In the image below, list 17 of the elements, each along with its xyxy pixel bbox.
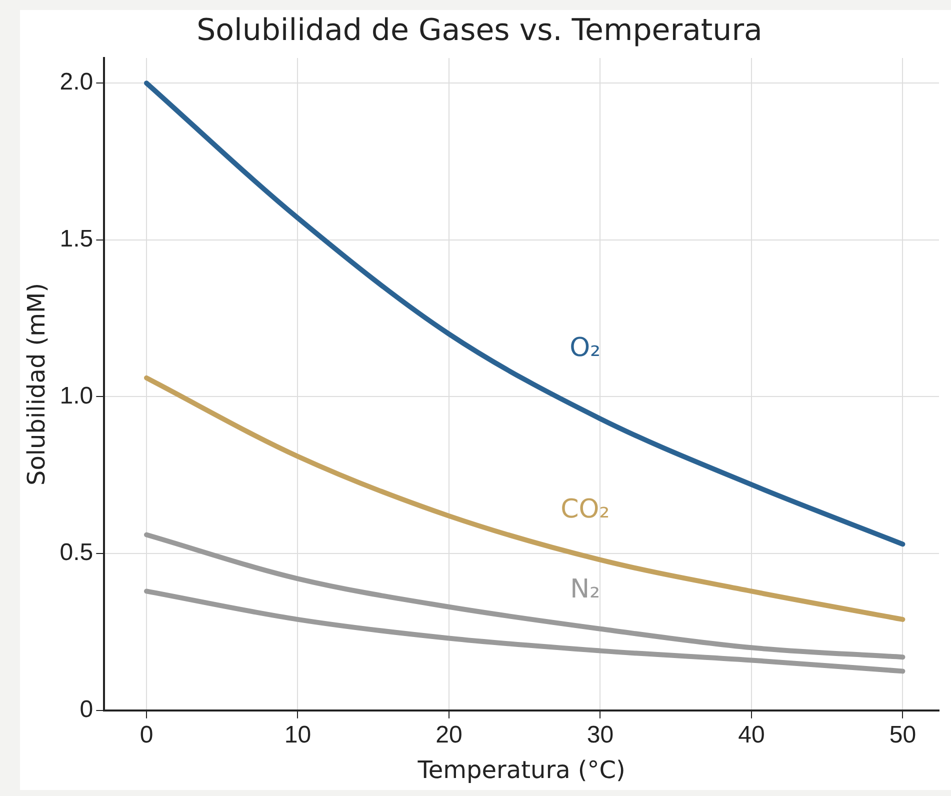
y-tick-label: 1.0	[60, 382, 94, 410]
x-tick-label: 50	[889, 721, 916, 748]
y-axis-title: Solubilidad (mM)	[22, 282, 51, 486]
x-tick-label: 20	[436, 721, 462, 748]
x-tick-label: 10	[284, 721, 312, 748]
x-tick-label: 40	[738, 721, 765, 748]
y-tick-label: 1.5	[60, 226, 94, 253]
chart-title: Solubilidad de Gases vs. Temperatura	[196, 12, 762, 48]
series-label: CO₂	[560, 494, 610, 525]
series-label: O₂	[570, 333, 601, 364]
y-tick-label: 0.5	[60, 539, 94, 566]
x-tick-label: 0	[140, 721, 154, 748]
series-label: N₂	[570, 574, 600, 605]
x-axis-title: Temperatura (°C)	[416, 756, 626, 784]
x-tick-label: 30	[586, 721, 614, 748]
y-tick-label: 2.0	[60, 68, 94, 96]
y-tick-label: 0	[80, 696, 94, 724]
